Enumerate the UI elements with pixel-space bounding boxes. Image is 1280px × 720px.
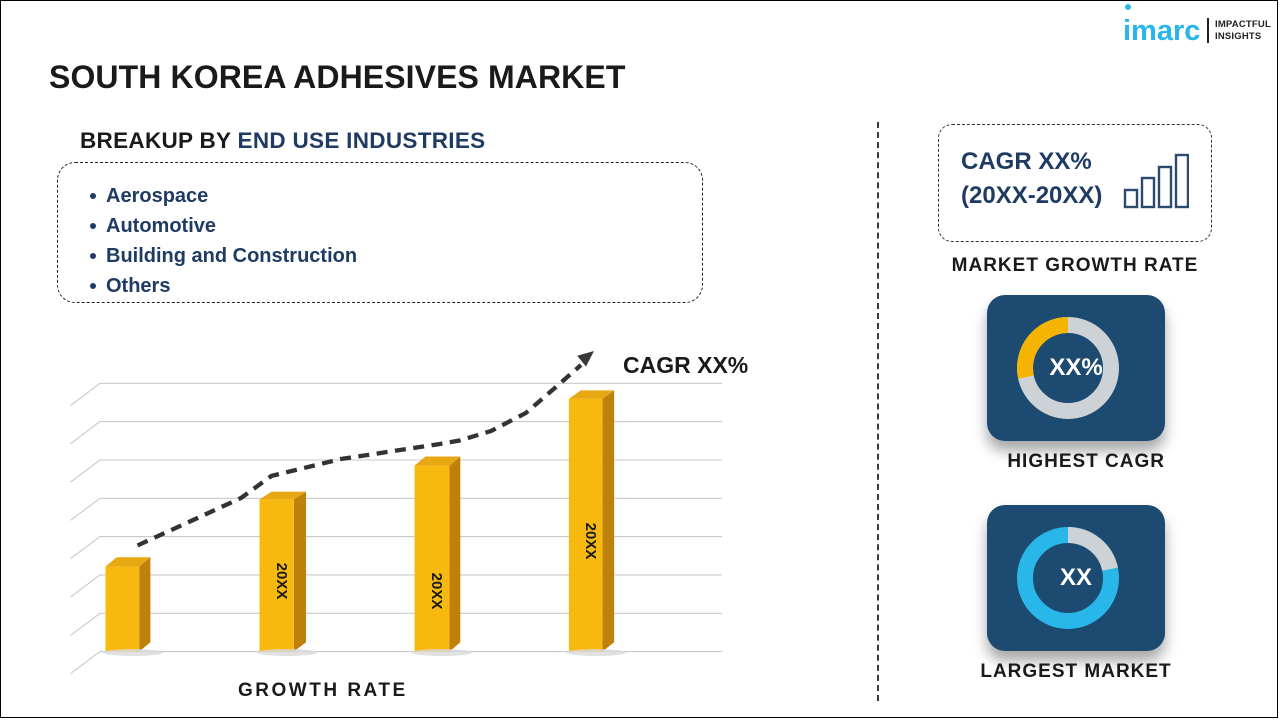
svg-text:CAGR XX%: CAGR XX% <box>623 352 748 378</box>
svg-text:20XX: 20XX <box>428 573 445 610</box>
svg-text:20XX: 20XX <box>582 523 599 560</box>
svg-text:GROWTH RATE: GROWTH RATE <box>238 680 408 701</box>
svg-text:20XX: 20XX <box>273 563 290 600</box>
